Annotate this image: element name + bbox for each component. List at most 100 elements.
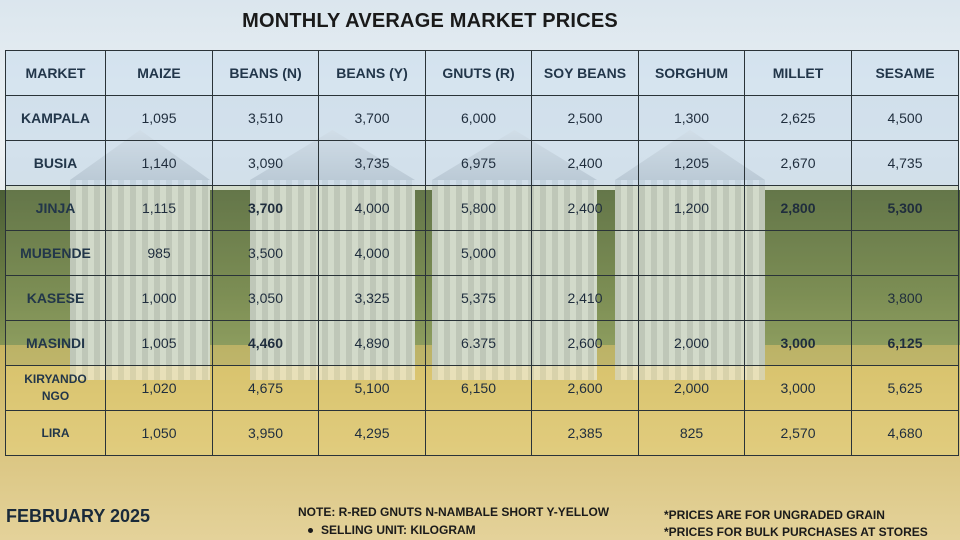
bullet-icon [308, 528, 313, 534]
market-name-cell: LIRA [5, 410, 106, 456]
disclaimer-ungraded: *PRICES ARE FOR UNGRADED GRAIN [664, 508, 885, 522]
price-cell: 3,800 [851, 275, 959, 321]
price-cell: 1,095 [105, 95, 213, 141]
price-cell: 5,800 [425, 185, 532, 231]
price-cell: 4,680 [851, 410, 959, 456]
price-cell: 2,670 [744, 140, 852, 186]
legend-note: NOTE: R-RED GNUTS N-NAMBALE SHORT Y-YELL… [298, 505, 610, 519]
table-row: JINJA 1,115 3,700 4,000 5,800 2,400 1,200 2,800… [5, 185, 959, 231]
market-name-cell: MASINDI [5, 320, 106, 366]
table-row: LIRA 1,050 3,950 4,295 2,385 825 2,570 4,680 [5, 410, 959, 456]
table-row: MUBENDE 985 3,500 4,000 5,000 [5, 230, 959, 276]
price-cell: 6,975 [425, 140, 532, 186]
price-cell: 4,000 [318, 230, 426, 276]
price-cell: 3,000 [744, 365, 852, 411]
price-cell [744, 230, 852, 276]
price-cell: 2,600 [531, 320, 639, 366]
market-name-cell: JINJA [5, 185, 106, 231]
table-row: KIRYANDO NGO 1,020 4,675 5,100 6,150 2,600 2,00… [5, 365, 959, 411]
price-cell: 1,200 [638, 185, 745, 231]
price-cell: 3,700 [318, 95, 426, 141]
table-row: BUSIA 1,140 3,090 3,735 6,975 2,400 1,205 2,670… [5, 140, 959, 186]
price-cell: 3,735 [318, 140, 426, 186]
page-title: MONTHLY AVERAGE MARKET PRICES [242, 10, 618, 32]
price-cell: 3,090 [212, 140, 319, 186]
price-cell: 4,000 [318, 185, 426, 231]
price-cell: 4,295 [318, 410, 426, 456]
price-cell: 3,950 [212, 410, 319, 456]
price-cell: 5,000 [425, 230, 532, 276]
price-cell [531, 230, 639, 276]
table-row: MASINDI 1,005 4,460 4,890 6.375 2,600 2,000 3,0… [5, 320, 959, 366]
price-cell: 5,625 [851, 365, 959, 411]
column-header-sorghum: SORGHUM [638, 50, 745, 96]
price-cell: 2,625 [744, 95, 852, 141]
price-cell: 2,570 [744, 410, 852, 456]
price-cell: 1,205 [638, 140, 745, 186]
price-cell: 6,125 [851, 320, 959, 366]
price-cell: 2,400 [531, 185, 639, 231]
price-cell: 2,500 [531, 95, 639, 141]
market-name-cell: KAMPALA [5, 95, 106, 141]
price-cell [744, 275, 852, 321]
price-cell: 1,140 [105, 140, 213, 186]
price-cell: 4,500 [851, 95, 959, 141]
price-cell: 5,300 [851, 185, 959, 231]
price-cell: 6,150 [425, 365, 532, 411]
market-name-cell: KASESE [5, 275, 106, 321]
column-header-market: MARKET [5, 50, 106, 96]
price-table: MARKET MAIZE BEANS (N) BEANS (Y) GNUTS (R) SO… [5, 50, 959, 456]
price-cell: 1,050 [105, 410, 213, 456]
market-name-cell: KIRYANDO NGO [5, 365, 106, 411]
report-date: FEBRUARY 2025 [6, 506, 151, 526]
price-cell: 3,510 [212, 95, 319, 141]
market-name-part: NGO [41, 389, 70, 403]
price-cell: 825 [638, 410, 745, 456]
column-header-soy-beans: SOY BEANS [531, 50, 639, 96]
price-cell: 2,600 [531, 365, 639, 411]
column-header-beans-y: BEANS (Y) [318, 50, 426, 96]
price-cell: 2,000 [638, 320, 745, 366]
price-cell: 2,000 [638, 365, 745, 411]
price-cell: 5,100 [318, 365, 426, 411]
price-cell [638, 275, 745, 321]
price-cell [638, 230, 745, 276]
price-cell: 3,000 [744, 320, 852, 366]
market-name-cell: BUSIA [5, 140, 106, 186]
price-cell: 1,115 [105, 185, 213, 231]
price-cell: 4,675 [212, 365, 319, 411]
column-header-maize: MAIZE [105, 50, 213, 96]
table-header-row: MARKET MAIZE BEANS (N) BEANS (Y) GNUTS (R) SO… [5, 50, 959, 96]
price-cell: 985 [105, 230, 213, 276]
price-cell: 4,735 [851, 140, 959, 186]
price-cell: 1,005 [105, 320, 213, 366]
price-cell: 1,020 [105, 365, 213, 411]
price-cell: 4,890 [318, 320, 426, 366]
selling-unit: SELLING UNIT: KILOGRAM [308, 523, 476, 537]
price-cell [851, 230, 959, 276]
column-header-millet: MILLET [744, 50, 852, 96]
price-cell: 3,325 [318, 275, 426, 321]
price-cell: 6,000 [425, 95, 532, 141]
price-cell: 2,385 [531, 410, 639, 456]
table-row: KAMPALA 1,095 3,510 3,700 6,000 2,500 1,300 2,6… [5, 95, 959, 141]
price-cell: 5,375 [425, 275, 532, 321]
price-cell: 2,410 [531, 275, 639, 321]
price-cell: 1,300 [638, 95, 745, 141]
price-cell: 3,700 [212, 185, 319, 231]
column-header-beans-n: BEANS (N) [212, 50, 319, 96]
column-header-gnuts-r: GNUTS (R) [425, 50, 532, 96]
market-name-cell: MUBENDE [5, 230, 106, 276]
price-cell: 1,000 [105, 275, 213, 321]
column-header-sesame: SESAME [851, 50, 959, 96]
price-cell: 2,400 [531, 140, 639, 186]
price-cell: 3,500 [212, 230, 319, 276]
disclaimer-bulk: *PRICES FOR BULK PURCHASES AT STORES [664, 525, 928, 539]
price-cell: 4,460 [212, 320, 319, 366]
market-name-part: KIRYANDO [24, 372, 87, 386]
table-row: KASESE 1,000 3,050 3,325 5,375 2,410 3,800 [5, 275, 959, 321]
price-cell: 2,800 [744, 185, 852, 231]
selling-unit-text: SELLING UNIT: KILOGRAM [321, 523, 476, 537]
price-cell [425, 410, 532, 456]
price-cell: 6.375 [425, 320, 532, 366]
